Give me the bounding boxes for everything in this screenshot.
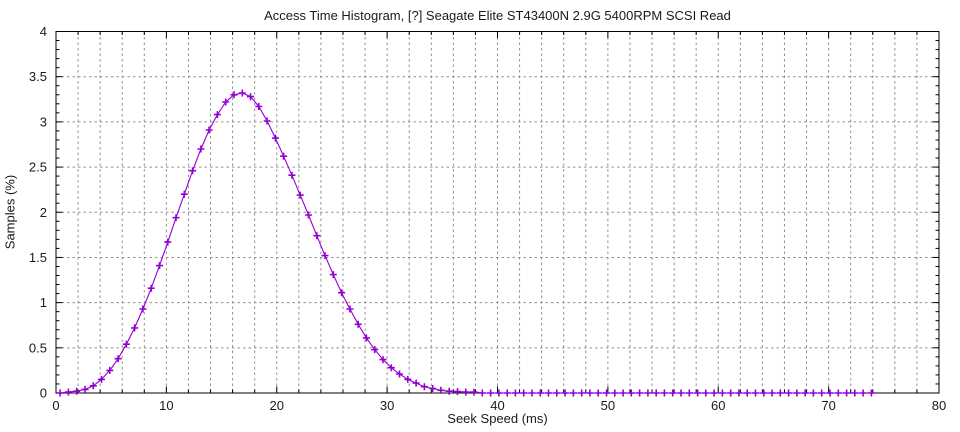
svg-text:0: 0: [40, 386, 47, 401]
svg-text:2.5: 2.5: [29, 160, 47, 175]
svg-text:1.5: 1.5: [29, 250, 47, 265]
svg-text:80: 80: [932, 398, 946, 413]
svg-text:10: 10: [159, 398, 173, 413]
svg-text:40: 40: [490, 398, 504, 413]
svg-text:50: 50: [601, 398, 615, 413]
svg-text:70: 70: [821, 398, 835, 413]
svg-text:3.5: 3.5: [29, 69, 47, 84]
svg-text:0.5: 0.5: [29, 340, 47, 355]
svg-text:30: 30: [380, 398, 394, 413]
svg-text:1: 1: [40, 295, 47, 310]
svg-text:0: 0: [52, 398, 59, 413]
svg-text:4: 4: [40, 24, 47, 39]
svg-text:2: 2: [40, 205, 47, 220]
chart-title: Access Time Histogram, [?] Seagate Elite…: [264, 8, 731, 23]
svg-text:60: 60: [711, 398, 725, 413]
x-axis-label: Seek Speed (ms): [447, 411, 548, 426]
svg-text:20: 20: [270, 398, 284, 413]
svg-text:3: 3: [40, 114, 47, 129]
y-axis-label: Samples (%): [2, 174, 18, 250]
